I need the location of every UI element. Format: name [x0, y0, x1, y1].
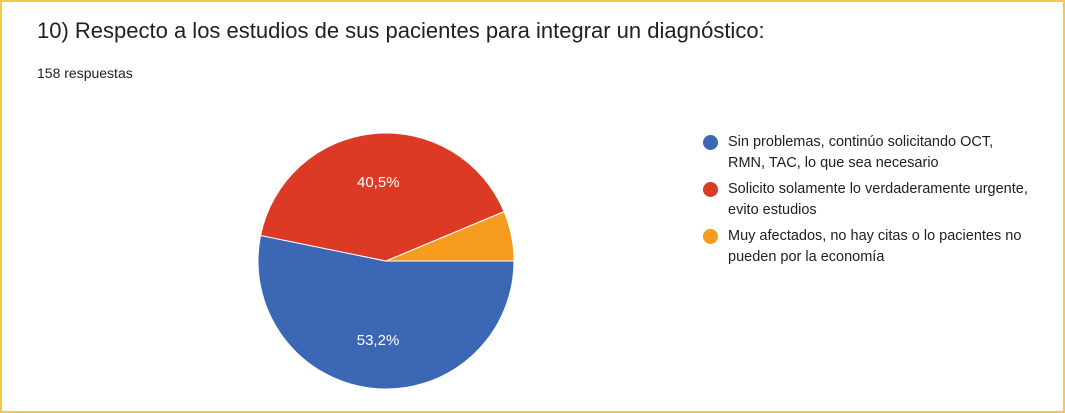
legend-item-solicito-urgente[interactable]: Solicito solamente lo verdaderamente urg…: [703, 179, 1043, 221]
pie-slice-sin-problemas[interactable]: [257, 234, 515, 390]
pie-label-sin-problemas: 53,2%: [357, 332, 400, 349]
question-title: 10) Respecto a los estudios de sus pacie…: [37, 18, 765, 43]
legend-label-sin-problemas: Sin problemas, continúo solicitando OCT,…: [728, 134, 994, 171]
pie-label-solicito-urgente: 40,5%: [357, 174, 400, 191]
legend-swatch-muy-afectados: [703, 229, 718, 244]
legend-item-sin-problemas[interactable]: Sin problemas, continúo solicitando OCT,…: [703, 132, 1043, 174]
legend: Sin problemas, continúo solicitando OCT,…: [703, 132, 1043, 273]
legend-swatch-solicito-urgente: [703, 182, 718, 197]
pie-slice-solicito-urgente[interactable]: [259, 132, 505, 262]
legend-label-solicito-urgente: Solicito solamente lo verdaderamente urg…: [728, 181, 1028, 218]
legend-label-muy-afectados: Muy afectados, no hay citas o lo pacient…: [728, 228, 1022, 265]
pie-slice-muy-afectados[interactable]: [385, 210, 515, 262]
legend-item-muy-afectados[interactable]: Muy afectados, no hay citas o lo pacient…: [703, 226, 1043, 268]
response-count: 158 respuestas: [37, 65, 133, 81]
legend-swatch-sin-problemas: [703, 135, 718, 150]
